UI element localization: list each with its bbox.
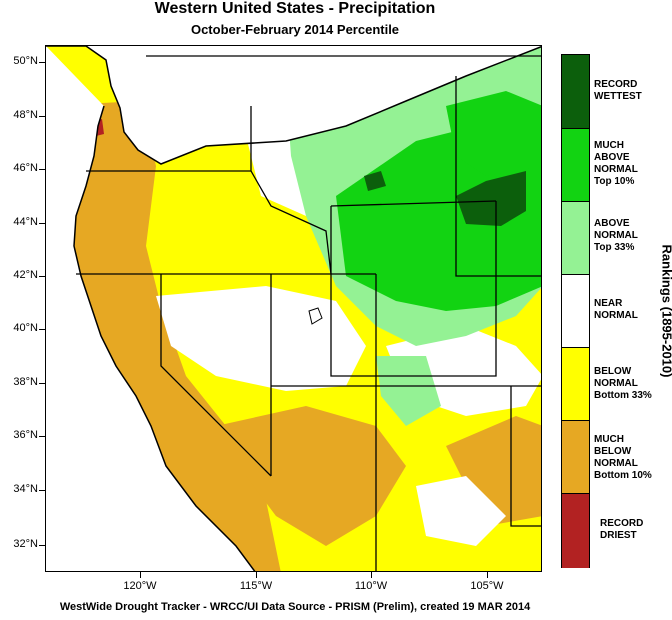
- lon-tick: [256, 572, 257, 578]
- lat-tick: [39, 545, 45, 546]
- legend-label-much-below: MUCH BELOW NORMAL Bottom 10%: [594, 434, 652, 481]
- lat-tick: [39, 383, 45, 384]
- legend-label-record-wettest: RECORD WETTEST: [594, 79, 642, 102]
- legend-label-above: ABOVE NORMAL Top 33%: [594, 218, 638, 253]
- legend-label-much-above: MUCH ABOVE NORMAL Top 10%: [594, 140, 638, 187]
- legend-label-below: BELOW NORMAL Bottom 33%: [594, 366, 652, 401]
- lat-tick: [39, 436, 45, 437]
- map-title: Western United States - Precipitation: [154, 0, 436, 17]
- lat-label-46: 46°N: [13, 162, 38, 174]
- lat-tick: [39, 490, 45, 491]
- lat-label-48: 48°N: [13, 109, 38, 121]
- lat-tick: [39, 116, 45, 117]
- legend-colorbar: [561, 54, 590, 568]
- legend-swatch-record-wettest: [562, 55, 589, 128]
- lat-label-44: 44°N: [13, 216, 38, 228]
- legend-swatch-above: [562, 201, 589, 275]
- lat-label-50: 50°N: [13, 55, 38, 67]
- legend-swatch-record-driest: [562, 493, 589, 568]
- lat-tick: [39, 223, 45, 224]
- legend-axis-title: Rankings (1895-2010): [659, 244, 672, 378]
- lat-tick: [39, 329, 45, 330]
- precipitation-map: [45, 45, 542, 572]
- legend-label-near: NEAR NORMAL: [594, 298, 638, 321]
- lat-tick: [39, 276, 45, 277]
- lat-label-36: 36°N: [13, 429, 38, 441]
- lon-label-105: 105°W: [470, 580, 504, 592]
- lat-tick: [39, 62, 45, 63]
- lat-label-34: 34°N: [13, 483, 38, 495]
- legend-swatch-much-below: [562, 420, 589, 494]
- lat-label-38: 38°N: [13, 376, 38, 388]
- lat-label-32: 32°N: [13, 538, 38, 550]
- legend-swatch-much-above: [562, 128, 589, 202]
- map-canvas: [46, 46, 541, 571]
- lon-tick: [487, 572, 488, 578]
- legend-label-record-driest: RECORD DRIEST: [600, 518, 644, 541]
- lat-label-42: 42°N: [13, 269, 38, 281]
- lat-label-40: 40°N: [13, 322, 38, 334]
- lon-label-110: 110°W: [354, 580, 388, 592]
- legend-swatch-below: [562, 347, 589, 421]
- lon-tick: [140, 572, 141, 578]
- lon-label-115: 115°W: [239, 580, 273, 592]
- lat-tick: [39, 169, 45, 170]
- footer-credits: WestWide Drought Tracker - WRCC/UI Data …: [59, 601, 531, 613]
- lon-tick: [371, 572, 372, 578]
- great-salt-lake: [308, 307, 323, 325]
- lon-label-120: 120°W: [123, 580, 157, 592]
- legend-swatch-near: [562, 274, 589, 348]
- state-borders: [76, 55, 541, 571]
- map-subtitle: October-February 2014 Percentile: [190, 22, 400, 37]
